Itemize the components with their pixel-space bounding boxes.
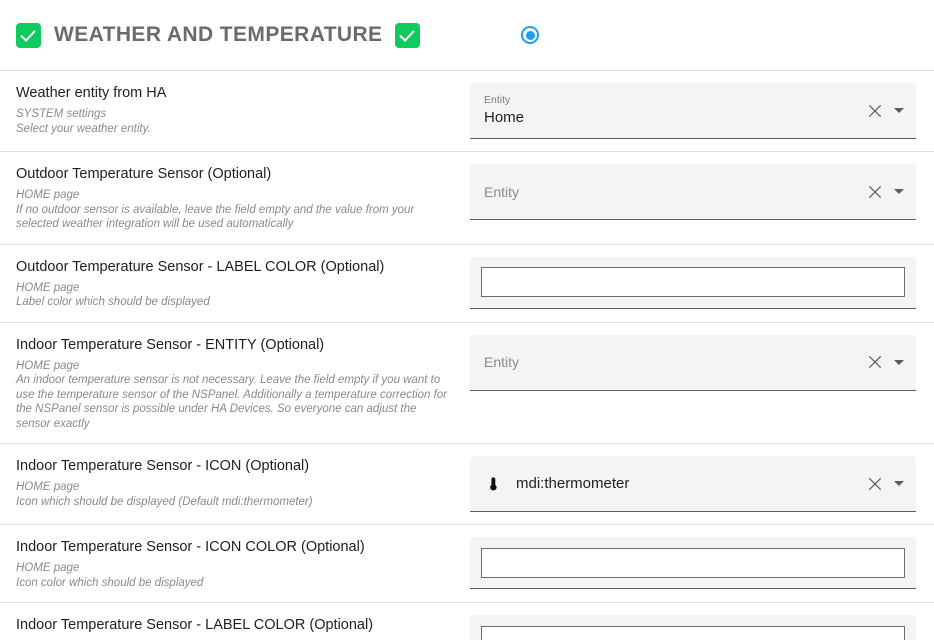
chevron-down-icon[interactable] (894, 359, 904, 365)
clear-icon[interactable] (866, 102, 884, 120)
chevron-down-icon[interactable] (894, 108, 904, 113)
field-body: mdi:thermometer (484, 464, 866, 504)
clear-icon[interactable] (866, 183, 884, 201)
entity-select-field[interactable]: Entity (470, 164, 916, 220)
close-glyph (869, 185, 881, 198)
section-enable-checkbox-left[interactable] (16, 22, 41, 48)
settings-row-scope: HOME page (16, 359, 80, 372)
field-body: Entity Home (484, 91, 866, 131)
field-body: Entity (484, 342, 866, 382)
page-title: WEATHER AND TEMPERATURE (54, 23, 383, 46)
settings-row-help: HOME page Icon which should be displayed … (16, 480, 454, 509)
entity-select-field[interactable]: Entity (470, 334, 916, 391)
color-input[interactable] (481, 267, 905, 297)
field-actions (866, 475, 908, 493)
settings-row-help-text: Icon color which should be displayed (16, 576, 204, 589)
field-placeholder: Entity (484, 354, 520, 370)
field-placeholder: Entity (484, 183, 520, 200)
settings-row-scope: HOME page (16, 281, 80, 294)
thermometer-icon (484, 473, 502, 495)
settings-row-help-text: An indoor temperature sensor is not nece… (16, 374, 448, 430)
field-actions (866, 183, 908, 201)
clear-icon[interactable] (866, 475, 884, 493)
section-enable-checkbox-right[interactable] (395, 22, 421, 48)
settings-row-scope: HOME page (16, 189, 80, 201)
settings-row-label: Indoor Temperature Sensor - ICON COLOR (… (16, 539, 365, 555)
entity-select-field[interactable]: Entity Home (470, 83, 916, 139)
settings-row-description: Indoor Temperature Sensor - ICON (Option… (0, 456, 470, 509)
settings-row-description: Indoor Temperature Sensor - ENTITY (Opti… (0, 335, 470, 432)
settings-row-help: HOME page If no outdoor sensor is availab… (16, 188, 454, 232)
color-field-wrapper[interactable] (470, 256, 916, 309)
settings-row-description: Outdoor Temperature Sensor - LABEL COLOR… (0, 257, 470, 310)
settings-row-help: SYSTEM settings Select your weather entit… (16, 107, 454, 136)
settings-row-control: Entity Home (470, 83, 934, 139)
settings-row-scope: SYSTEM settings (16, 108, 107, 120)
settings-row-label: Outdoor Temperature Sensor - LABEL COLOR… (16, 258, 385, 275)
settings-row-control: Entity (470, 334, 934, 391)
color-input[interactable] (481, 625, 905, 640)
color-input[interactable] (481, 547, 905, 578)
field-value: Home (484, 108, 525, 126)
radio-selected-icon (521, 26, 540, 44)
settings-row-help: HOME page Icon color which should be disp… (16, 561, 454, 590)
close-glyph (869, 104, 881, 117)
settings-row-help: HOME page Label color which should be dis… (16, 281, 454, 310)
settings-row: Indoor Temperature Sensor - ENTITY (Opti… (0, 322, 934, 444)
settings-row-label: Outdoor Temperature Sensor (Optional) (16, 166, 272, 182)
settings-row-label: Indoor Temperature Sensor - LABEL COLOR … (16, 617, 374, 633)
settings-row-control: mdi:thermometer (470, 456, 934, 512)
settings-row-description: Outdoor Temperature Sensor (Optional) HOM… (0, 164, 470, 232)
thermometer-glyph (490, 476, 497, 490)
settings-row-label: Weather entity from HA (16, 85, 167, 101)
field-value-row: Home (484, 108, 866, 128)
chevron-down-icon[interactable] (894, 481, 904, 486)
settings-row-description: Weather entity from HA SYSTEM settings Sel… (0, 83, 470, 136)
chevron-down-icon[interactable] (894, 189, 904, 194)
settings-row: Indoor Temperature Sensor - ICON (Option… (0, 444, 934, 525)
settings-row-control (470, 615, 934, 640)
settings-row-help-text: Label color which should be displayed (16, 296, 210, 308)
settings-row-control: Entity (470, 164, 934, 220)
field-value-row: Entity (484, 352, 866, 372)
field-value: mdi:thermometer (516, 474, 630, 492)
field-body: Entity (484, 172, 866, 212)
settings-row-scope: HOME page (16, 481, 80, 493)
settings-row-label: Indoor Temperature Sensor - ENTITY (Opti… (16, 336, 325, 353)
settings-row-control (470, 537, 934, 589)
settings-row-help-text: Select your weather entity. (16, 122, 151, 135)
settings-row-control (470, 256, 934, 309)
color-field-wrapper[interactable] (470, 537, 916, 589)
section-header-title-group: WEATHER AND TEMPERATURE (16, 22, 421, 48)
icon-select-field[interactable]: mdi:thermometer (470, 456, 916, 512)
settings-row: Indoor Temperature Sensor - ICON COLOR (… (0, 525, 934, 603)
field-actions (866, 102, 908, 120)
close-glyph (869, 356, 881, 368)
field-float-label: Entity (484, 93, 511, 106)
close-glyph (869, 477, 881, 490)
clear-icon[interactable] (866, 353, 884, 371)
settings-row-help-text: Icon which should be displayed (Default … (16, 495, 313, 508)
settings-row: Weather entity from HA SYSTEM settings Sel… (0, 71, 934, 152)
settings-row-label: Indoor Temperature Sensor - ICON (Option… (16, 458, 310, 474)
settings-row-scope: HOME page (16, 562, 80, 574)
settings-row: Outdoor Temperature Sensor (Optional) HOM… (0, 152, 934, 245)
section-header: WEATHER AND TEMPERATURE (0, 0, 934, 71)
field-value-row: mdi:thermometer (484, 473, 866, 495)
settings-row-description: Indoor Temperature Sensor - LABEL COLOR … (0, 615, 470, 640)
section-radio-button[interactable] (513, 18, 547, 52)
settings-row-help: HOME page An indoor temperature sensor is… (16, 359, 454, 432)
settings-row: Indoor Temperature Sensor - LABEL COLOR … (0, 603, 934, 640)
settings-row: Outdoor Temperature Sensor - LABEL COLOR… (0, 244, 934, 323)
settings-row-description: Indoor Temperature Sensor - ICON COLOR (… (0, 537, 470, 590)
settings-row-list: Weather entity from HA SYSTEM settings Sel… (0, 71, 934, 640)
color-field-wrapper[interactable] (470, 615, 916, 640)
field-value-row: Entity (484, 182, 866, 202)
field-actions (866, 353, 908, 371)
settings-row-help-text: If no outdoor sensor is available, leave… (16, 203, 415, 231)
